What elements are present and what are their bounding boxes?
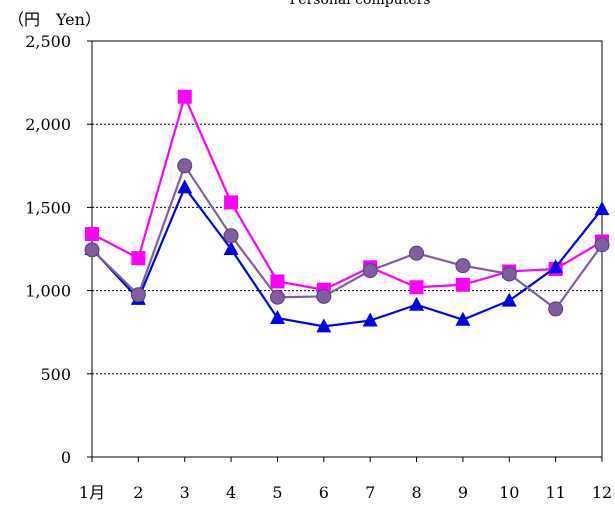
data-point-circle [594, 237, 610, 253]
y-tick-label: 1,000 [25, 282, 71, 301]
data-point-square [85, 227, 99, 242]
data-point-triangle [316, 318, 332, 333]
series-triangle [84, 179, 610, 333]
data-point-square [177, 89, 192, 104]
x-tick-label: 6 [319, 483, 329, 502]
x-tick-label: 2 [133, 483, 143, 502]
data-point-triangle [269, 310, 285, 325]
data-point-triangle [223, 241, 239, 255]
data-point-square [409, 280, 424, 295]
x-tick-label: 5 [272, 483, 282, 502]
data-point-square [224, 195, 239, 210]
data-point-circle [548, 301, 564, 317]
plot-area-frame [91, 40, 603, 458]
data-point-circle [130, 287, 146, 303]
data-point-triangle [409, 296, 425, 311]
data-point-triangle [594, 201, 610, 216]
series-line [91, 164, 603, 311]
data-point-square [270, 274, 285, 289]
data-point-circle [409, 245, 425, 261]
data-point-circle [223, 228, 239, 244]
x-tick-label: 9 [458, 483, 468, 502]
series-circle [84, 158, 610, 317]
y-tick-label: 500 [40, 365, 71, 384]
gridlines [92, 123, 602, 375]
series-group [84, 89, 610, 333]
y-axis-unit-label: （円 Yen） [8, 10, 101, 29]
y-axis-ticks: 0 500 1,000 1,500 2,000 2,500 [25, 32, 92, 467]
data-point-circle [269, 289, 285, 305]
y-tick-label: 2,500 [25, 32, 71, 51]
data-point-circle [455, 258, 471, 274]
data-point-triangle [177, 179, 193, 194]
data-point-circle [84, 242, 100, 258]
data-point-square [455, 277, 470, 292]
x-tick-label: 10 [499, 483, 519, 502]
data-point-circle [177, 158, 193, 174]
data-point-circle [501, 266, 517, 282]
series-square [85, 89, 609, 297]
data-point-square [131, 251, 146, 266]
chart-title: Personal computers [290, 0, 431, 8]
y-tick-label: 1,500 [25, 198, 71, 217]
x-tick-label: 3 [180, 483, 190, 502]
data-point-circle [316, 288, 332, 304]
data-point-triangle [362, 312, 378, 327]
x-tick-label: 11 [545, 483, 565, 502]
series-line [91, 186, 603, 328]
x-tick-label: 8 [411, 483, 421, 502]
x-tick-label: 4 [226, 483, 236, 502]
data-point-triangle [455, 311, 471, 326]
x-tick-label: 1月 [79, 483, 105, 502]
x-tick-label: 12 [592, 483, 612, 502]
y-tick-label: 0 [61, 448, 71, 467]
data-point-circle [362, 263, 378, 279]
x-tick-label: 7 [365, 483, 375, 502]
data-point-triangle [501, 292, 517, 307]
series-line [91, 95, 603, 291]
y-tick-label: 2,000 [25, 115, 71, 134]
x-axis-ticks: 1月 2 3 4 5 6 7 8 9 10 11 12 [79, 457, 612, 502]
data-point-triangle [548, 259, 564, 274]
